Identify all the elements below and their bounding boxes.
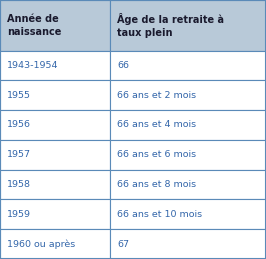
Text: 66 ans et 6 mois: 66 ans et 6 mois (117, 150, 196, 159)
Bar (110, 229, 266, 259)
Bar (110, 199, 266, 229)
Text: 1960 ou après: 1960 ou après (7, 239, 75, 249)
Text: 66: 66 (117, 61, 129, 70)
Bar (0, 170, 110, 199)
Text: 66 ans et 2 mois: 66 ans et 2 mois (117, 91, 196, 100)
Text: 1959: 1959 (7, 210, 31, 219)
Bar (0, 199, 110, 229)
Text: Année de
naissance: Année de naissance (7, 14, 61, 37)
Bar (110, 110, 266, 140)
Bar (0, 80, 110, 110)
Bar (0, 229, 110, 259)
Text: 1957: 1957 (7, 150, 31, 159)
Text: 1958: 1958 (7, 180, 31, 189)
Bar (0, 140, 110, 170)
Text: 1943-1954: 1943-1954 (7, 61, 58, 70)
Bar (0, 51, 110, 80)
Text: 66 ans et 8 mois: 66 ans et 8 mois (117, 180, 196, 189)
Bar (110, 0, 266, 51)
Text: 67: 67 (117, 240, 129, 249)
Bar (110, 140, 266, 170)
Text: 1955: 1955 (7, 91, 31, 100)
Text: 66 ans et 4 mois: 66 ans et 4 mois (117, 120, 196, 130)
Bar (0, 0, 110, 51)
Bar (110, 51, 266, 80)
Bar (0, 110, 110, 140)
Text: Âge de la retraite à
taux plein: Âge de la retraite à taux plein (117, 13, 224, 38)
Bar (110, 170, 266, 199)
Text: 66 ans et 10 mois: 66 ans et 10 mois (117, 210, 202, 219)
Text: 1956: 1956 (7, 120, 31, 130)
Bar (110, 80, 266, 110)
